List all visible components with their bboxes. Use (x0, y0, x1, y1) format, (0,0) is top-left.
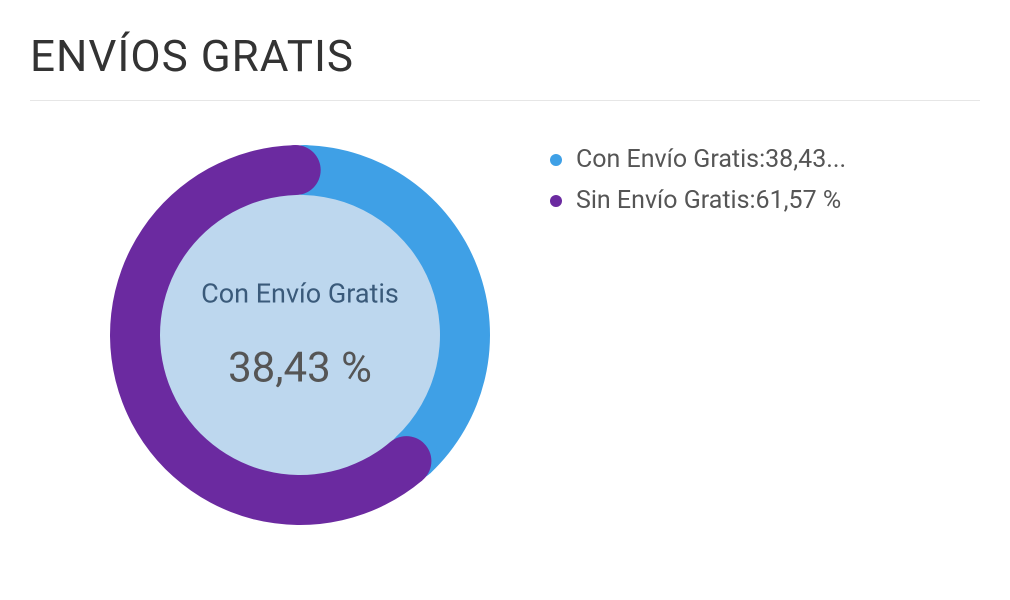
legend-marker-icon (550, 154, 562, 166)
donut-cap (381, 436, 431, 486)
legend-item-label: Con Envío Gratis:38,43... (576, 145, 846, 174)
card: ENVÍOS GRATIS Con Envío Gratis 38,43 % C… (0, 0, 1010, 565)
donut-cap (271, 145, 321, 195)
title-divider (30, 100, 980, 101)
donut-svg (90, 125, 510, 545)
legend-marker-icon (550, 195, 562, 207)
legend: Con Envío Gratis:38,43... Sin Envío Grat… (550, 125, 846, 215)
legend-item-label: Sin Envío Gratis:61,57 % (576, 186, 841, 215)
page-title: ENVÍOS GRATIS (30, 30, 980, 82)
legend-item-sin[interactable]: Sin Envío Gratis:61,57 % (550, 186, 846, 215)
donut-chart: Con Envío Gratis 38,43 % (90, 125, 510, 545)
legend-item-con[interactable]: Con Envío Gratis:38,43... (550, 145, 846, 174)
chart-row: Con Envío Gratis 38,43 % Con Envío Grati… (30, 125, 980, 545)
